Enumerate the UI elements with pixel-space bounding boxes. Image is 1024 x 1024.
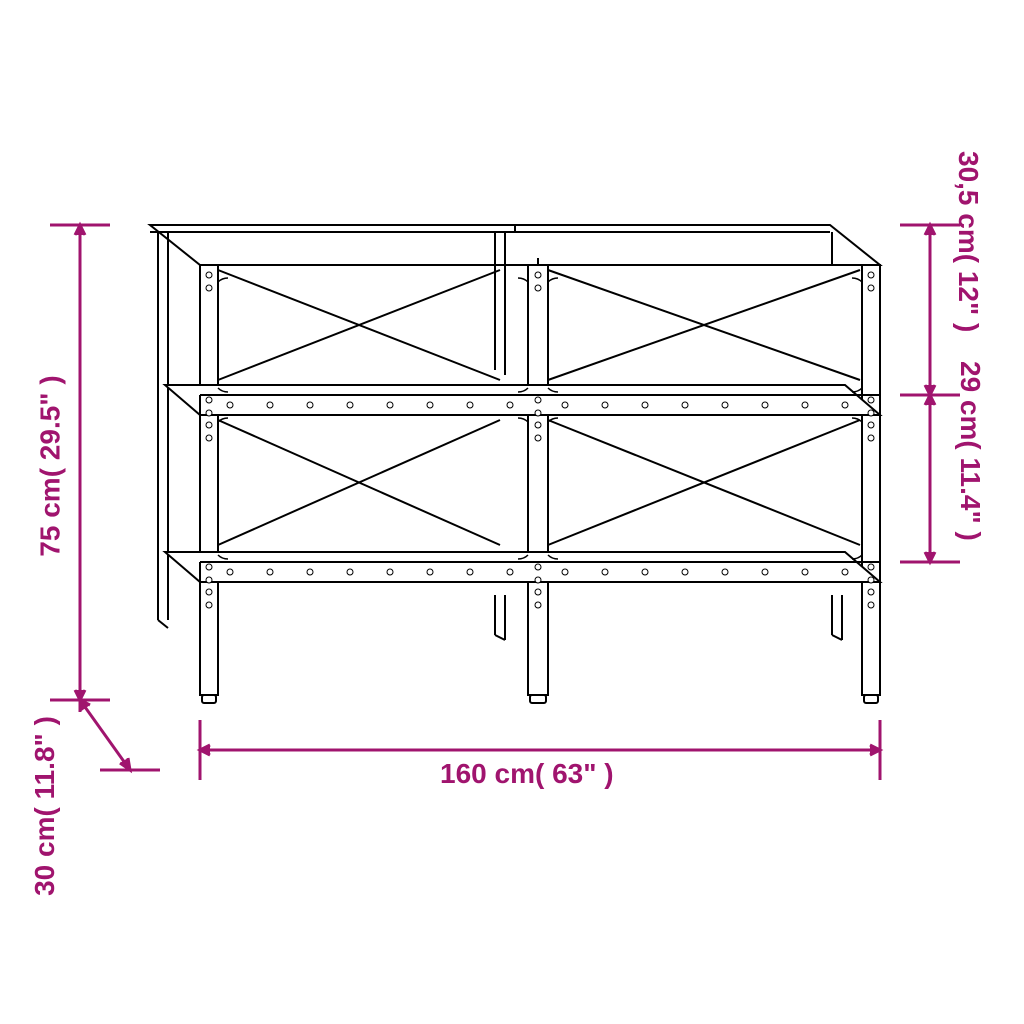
dim-depth: 30 cm( 11.8" ) [29,716,61,896]
diagram-canvas [0,0,1024,1024]
dim-top-section: 30,5 cm( 12" ) [952,151,984,351]
dim-width: 160 cm( 63" ) [440,758,614,790]
dim-bottom-section: 29 cm( 11.4" ) [954,361,986,561]
dim-height: 75 cm( 29.5" ) [35,375,67,556]
